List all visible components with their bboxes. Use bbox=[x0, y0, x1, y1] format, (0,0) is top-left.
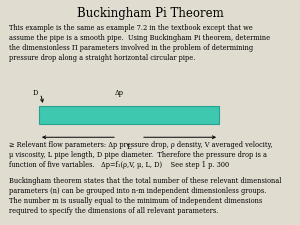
Text: Δp: Δp bbox=[115, 89, 124, 97]
Text: D: D bbox=[33, 89, 38, 97]
Text: This example is the same as example 7.2 in the textbook except that we
assume th: This example is the same as example 7.2 … bbox=[9, 24, 270, 62]
Text: ≥ Relevant flow parameters: Δp pressure drop, ρ density, V averaged velocity,
μ : ≥ Relevant flow parameters: Δp pressure … bbox=[9, 141, 273, 169]
Bar bbox=[39, 106, 219, 124]
Text: Buckingham Pi Theorem: Buckingham Pi Theorem bbox=[76, 7, 224, 20]
Text: Buckingham theorem states that the total number of these relevant dimensional
pa: Buckingham theorem states that the total… bbox=[9, 177, 281, 215]
Text: L: L bbox=[127, 143, 131, 151]
